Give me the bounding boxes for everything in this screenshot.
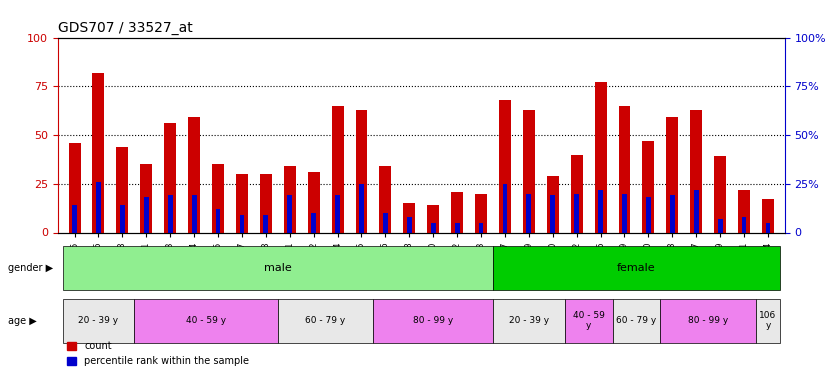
FancyBboxPatch shape: [613, 298, 660, 343]
Bar: [69, 143, 81, 232]
Bar: [144, 197, 149, 232]
Bar: [407, 217, 411, 232]
FancyBboxPatch shape: [756, 298, 780, 343]
Bar: [355, 110, 368, 232]
Text: 106
y: 106 y: [759, 311, 776, 330]
Text: 40 - 59 y: 40 - 59 y: [186, 316, 226, 325]
Bar: [263, 215, 268, 232]
Bar: [307, 172, 320, 232]
Bar: [359, 184, 364, 232]
Bar: [499, 100, 511, 232]
Bar: [164, 123, 176, 232]
Bar: [120, 205, 125, 232]
Bar: [331, 106, 344, 232]
Bar: [427, 205, 439, 232]
Bar: [188, 117, 200, 232]
Bar: [622, 194, 627, 232]
FancyBboxPatch shape: [565, 298, 613, 343]
Legend: count, percentile rank within the sample: count, percentile rank within the sample: [63, 338, 253, 370]
FancyBboxPatch shape: [493, 298, 565, 343]
FancyBboxPatch shape: [660, 298, 756, 343]
Bar: [595, 82, 606, 232]
Text: 20 - 39 y: 20 - 39 y: [78, 316, 118, 325]
Bar: [431, 223, 435, 232]
Bar: [598, 190, 603, 232]
FancyBboxPatch shape: [63, 298, 135, 343]
Text: 20 - 39 y: 20 - 39 y: [509, 316, 549, 325]
Bar: [547, 176, 558, 232]
Bar: [212, 164, 224, 232]
Bar: [168, 195, 173, 232]
FancyBboxPatch shape: [373, 298, 493, 343]
Bar: [116, 147, 128, 232]
Bar: [691, 110, 702, 232]
Text: female: female: [617, 263, 656, 273]
Bar: [714, 156, 726, 232]
Text: age ▶: age ▶: [8, 316, 37, 326]
Bar: [72, 205, 77, 232]
Bar: [646, 197, 651, 232]
Bar: [455, 223, 459, 232]
Bar: [574, 194, 579, 232]
Text: 80 - 99 y: 80 - 99 y: [413, 316, 453, 325]
Bar: [140, 164, 152, 232]
Bar: [526, 194, 531, 232]
Bar: [762, 200, 774, 232]
Bar: [670, 195, 675, 232]
Bar: [619, 106, 630, 232]
Bar: [192, 195, 197, 232]
Bar: [643, 141, 654, 232]
Bar: [383, 213, 387, 232]
Bar: [335, 195, 340, 232]
Text: 60 - 79 y: 60 - 79 y: [306, 316, 346, 325]
Bar: [738, 190, 750, 232]
Bar: [260, 174, 272, 232]
Bar: [502, 184, 507, 232]
Text: 80 - 99 y: 80 - 99 y: [688, 316, 729, 325]
Text: GDS707 / 33527_at: GDS707 / 33527_at: [58, 21, 192, 35]
Bar: [284, 166, 296, 232]
Bar: [766, 223, 771, 232]
Bar: [694, 190, 699, 232]
Bar: [550, 195, 555, 232]
Bar: [379, 166, 392, 232]
Bar: [287, 195, 292, 232]
Bar: [523, 110, 535, 232]
Bar: [403, 203, 415, 232]
Bar: [216, 209, 221, 232]
FancyBboxPatch shape: [278, 298, 373, 343]
Bar: [571, 154, 582, 232]
Bar: [742, 217, 747, 232]
Bar: [478, 223, 483, 232]
Text: 40 - 59
y: 40 - 59 y: [572, 311, 605, 330]
Bar: [311, 213, 316, 232]
Bar: [93, 73, 104, 232]
Bar: [451, 192, 463, 232]
Bar: [236, 174, 248, 232]
Bar: [475, 194, 487, 232]
Bar: [718, 219, 723, 232]
FancyBboxPatch shape: [493, 246, 780, 290]
Text: 60 - 79 y: 60 - 79 y: [616, 316, 657, 325]
Text: gender ▶: gender ▶: [8, 263, 54, 273]
FancyBboxPatch shape: [63, 246, 493, 290]
Bar: [240, 215, 244, 232]
Bar: [667, 117, 678, 232]
Bar: [96, 182, 101, 232]
FancyBboxPatch shape: [135, 298, 278, 343]
Text: male: male: [264, 263, 292, 273]
